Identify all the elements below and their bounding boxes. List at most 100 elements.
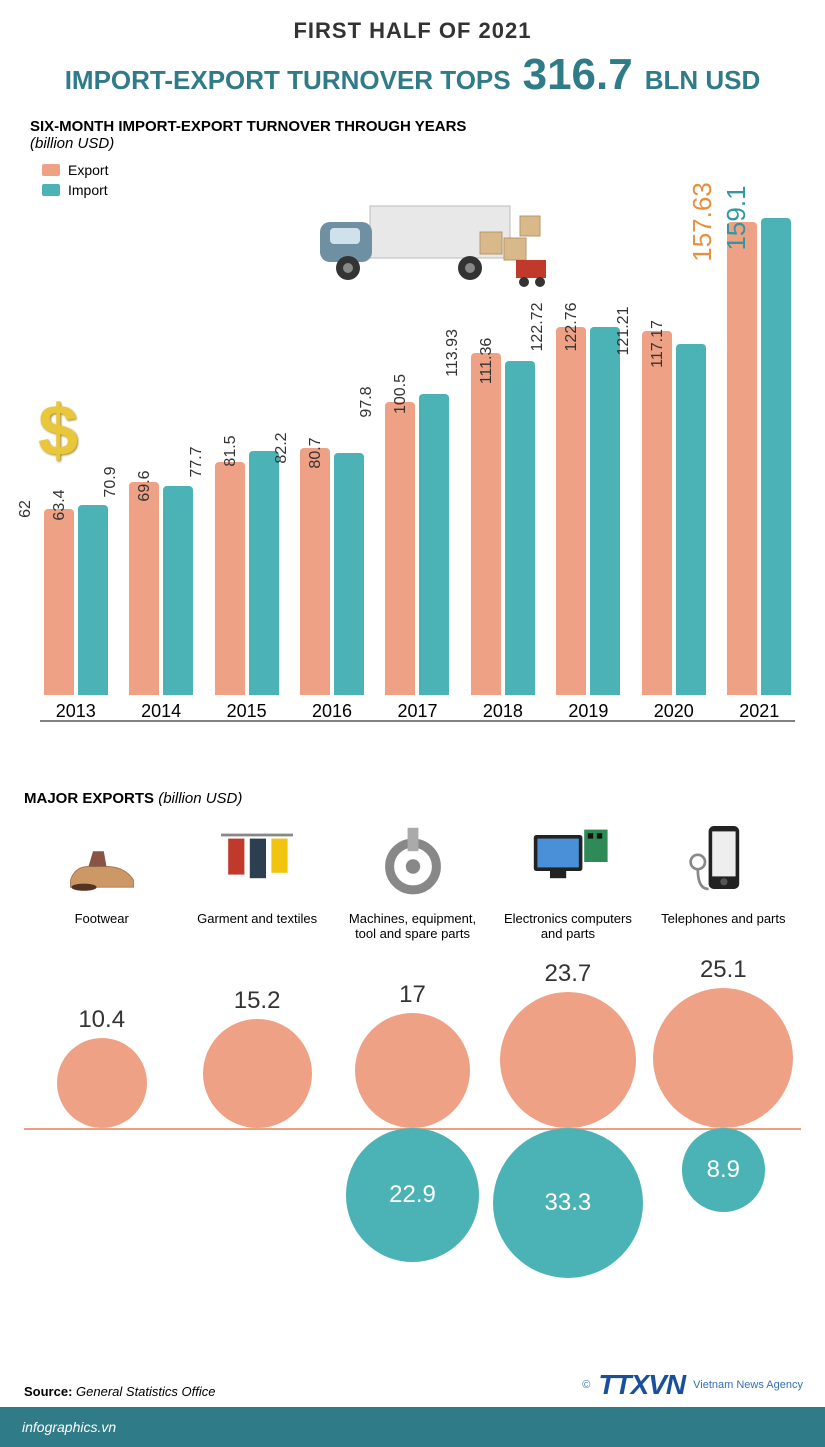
import-bar: 69.6 <box>163 486 193 695</box>
legend-export-label: Export <box>68 162 108 178</box>
year-group: 82.2 80.7 2016 <box>296 215 367 722</box>
machines-icon <box>368 817 458 907</box>
year-group: 70.9 69.6 2014 <box>125 215 196 722</box>
chart-unit: (billion USD) <box>30 135 114 152</box>
export-bubble <box>203 1019 312 1128</box>
legend-import-label: Import <box>68 182 108 198</box>
import-value: 111.36 <box>478 338 496 385</box>
import-bubble: 8.9 <box>682 1128 766 1212</box>
source: Source: General Statistics Office <box>24 1384 215 1399</box>
year-label: 2017 <box>397 701 437 722</box>
year-label: 2016 <box>312 701 352 722</box>
export-bar: 122.72 <box>556 327 586 695</box>
agency-logo: © TTXVN Vietnam News Agency <box>582 1369 803 1401</box>
year-group: 77.7 81.5 2015 <box>211 215 282 722</box>
legend: Export Import <box>42 158 108 202</box>
title-value: 316.7 <box>523 50 633 100</box>
category-label: Garment and textiles <box>197 911 317 957</box>
copyright-icon: © <box>582 1379 590 1391</box>
import-value: 63.4 <box>51 489 69 520</box>
year-group: 113.93 111.36 2018 <box>467 215 538 722</box>
year-label: 2018 <box>483 701 523 722</box>
exports-title-text: MAJOR EXPORTS <box>24 790 154 807</box>
import-bar: 122.76 <box>590 327 620 695</box>
import-bubble: 33.3 <box>493 1128 643 1278</box>
import-value: 69.6 <box>136 471 154 502</box>
year-label: 2013 <box>56 701 96 722</box>
import-bar: 81.5 <box>249 451 279 696</box>
chart-baseline <box>40 720 795 722</box>
import-bubble-value: 33.3 <box>545 1189 592 1217</box>
year-label: 2015 <box>227 701 267 722</box>
footer-site: infographics.vn <box>22 1419 116 1435</box>
pretitle: FIRST HALF OF 2021 <box>0 18 825 44</box>
export-value: 82.2 <box>273 433 291 464</box>
export-bubble-value: 17 <box>383 981 443 1009</box>
logo-subtext: Vietnam News Agency <box>693 1379 803 1391</box>
export-bubble-value: 25.1 <box>693 956 753 984</box>
import-bar: 63.4 <box>78 505 108 695</box>
header: FIRST HALF OF 2021 IMPORT-EXPORT TURNOVE… <box>0 0 825 100</box>
export-value: 157.63 <box>687 182 718 262</box>
export-bar: 157.63 <box>727 222 757 695</box>
export-value: 121.21 <box>615 307 633 356</box>
year-label: 2019 <box>568 701 608 722</box>
import-value: 80.7 <box>307 437 325 468</box>
export-bubble <box>653 988 793 1128</box>
import-bubble-value: 22.9 <box>389 1181 436 1209</box>
exports-unit: (billion USD) <box>158 790 242 807</box>
year-label: 2021 <box>739 701 779 722</box>
export-bar: 113.93 <box>471 353 501 695</box>
export-value: 62 <box>17 500 35 518</box>
title-unit: BLN USD <box>645 65 761 96</box>
export-bar: 121.21 <box>642 331 672 695</box>
chart-title: SIX-MONTH IMPORT-EXPORT TURNOVER THROUGH… <box>30 118 466 152</box>
export-category: Garment and textiles <box>179 817 334 957</box>
export-value: 70.9 <box>102 467 120 498</box>
source-text: General Statistics Office <box>76 1384 215 1399</box>
export-bar: 82.2 <box>300 448 330 695</box>
year-group: 157.63 159.1 2021 <box>724 215 795 722</box>
export-value: 77.7 <box>188 446 206 477</box>
import-bubble: 22.9 <box>346 1128 480 1262</box>
title-left: IMPORT-EXPORT TURNOVER TOPS <box>65 65 511 96</box>
import-value: 122.76 <box>563 302 581 351</box>
source-label: Source: <box>24 1384 72 1399</box>
year-label: 2020 <box>654 701 694 722</box>
export-bar: 70.9 <box>129 482 159 695</box>
import-bubble-value: 8.9 <box>707 1156 740 1184</box>
garment-icon <box>212 817 302 907</box>
main-title: IMPORT-EXPORT TURNOVER TOPS 316.7 BLN US… <box>0 50 825 100</box>
import-value: 159.1 <box>721 185 752 250</box>
import-bar: 117.17 <box>676 344 706 696</box>
import-value: 117.17 <box>649 320 667 368</box>
export-bar: 97.8 <box>385 402 415 695</box>
export-bar: 77.7 <box>215 462 245 695</box>
export-category: Telephones and parts <box>646 817 801 957</box>
legend-import: Import <box>42 182 108 198</box>
electronics-icon <box>523 817 613 907</box>
export-bubble <box>355 1013 470 1128</box>
export-bubble-value: 23.7 <box>538 960 598 988</box>
legend-export: Export <box>42 162 108 178</box>
telephones-icon <box>678 817 768 907</box>
year-group: 97.8 100.5 2017 <box>382 215 453 722</box>
year-group: 62 63.4 2013 <box>40 215 111 722</box>
category-label: Footwear <box>75 911 129 957</box>
bar-chart: SIX-MONTH IMPORT-EXPORT TURNOVER THROUGH… <box>0 110 825 750</box>
category-label: Machines, equipment, tool and spare part… <box>339 911 486 957</box>
year-label: 2014 <box>141 701 181 722</box>
footwear-icon <box>57 817 147 907</box>
import-value: 81.5 <box>222 435 240 466</box>
export-category: Footwear <box>24 817 179 957</box>
logo-text: TTXVN <box>598 1369 685 1401</box>
year-group: 122.72 122.76 2019 <box>553 215 624 722</box>
import-bar: 111.36 <box>505 361 535 695</box>
major-exports: MAJOR EXPORTS (billion USD) Footwear Gar… <box>0 790 825 1283</box>
export-bubble-value: 15.2 <box>227 987 287 1015</box>
category-label: Telephones and parts <box>661 911 785 957</box>
export-bar: 62 <box>44 509 74 695</box>
export-category: Electronics computers and parts <box>490 817 645 957</box>
exports-title: MAJOR EXPORTS (billion USD) <box>24 790 801 807</box>
legend-export-swatch <box>42 164 60 176</box>
